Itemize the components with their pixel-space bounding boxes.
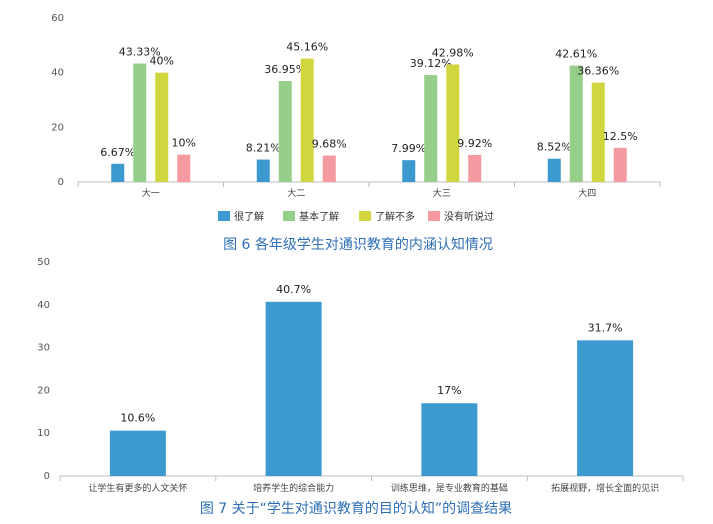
legend-swatch bbox=[283, 211, 295, 221]
category-label: 大四 bbox=[578, 187, 596, 199]
data-label: 36.36% bbox=[577, 65, 619, 78]
category-label: 大二 bbox=[287, 187, 305, 199]
bar bbox=[300, 58, 314, 182]
legend-label: 很了解 bbox=[234, 210, 264, 223]
bar bbox=[133, 63, 147, 182]
y-tick-label: 30 bbox=[37, 343, 50, 354]
data-label: 17% bbox=[437, 384, 461, 397]
bar bbox=[265, 301, 322, 476]
data-label: 40.7% bbox=[276, 283, 311, 296]
category-label: 训练思维，是专业教育的基础 bbox=[391, 482, 508, 494]
y-tick-label: 40 bbox=[37, 300, 50, 311]
data-label: 31.7% bbox=[588, 321, 623, 334]
data-label: 9.92% bbox=[457, 137, 492, 150]
bar bbox=[421, 403, 478, 476]
data-label: 8.21% bbox=[246, 142, 281, 155]
bar bbox=[577, 340, 634, 476]
category-label: 大一 bbox=[142, 187, 160, 199]
bar bbox=[109, 430, 166, 476]
bar bbox=[569, 65, 583, 182]
chart-purpose-cognition: 0 10 20 30 40 50 10.6% 让学生有更多的人文关怀 40.7% 培养学生的综合能… bbox=[37, 257, 684, 517]
data-label: 10% bbox=[172, 137, 196, 150]
bar bbox=[278, 81, 292, 182]
category-label: 拓展视野，增长全面的见识 bbox=[551, 482, 659, 494]
bar bbox=[155, 72, 169, 182]
y-tick-label: 20 bbox=[37, 385, 50, 396]
data-label: 40% bbox=[150, 55, 174, 68]
data-label: 7.99% bbox=[391, 142, 426, 155]
legend-label: 基本了解 bbox=[299, 210, 339, 223]
category-label: 让学生有更多的人文关怀 bbox=[88, 482, 187, 494]
bar bbox=[322, 155, 336, 182]
category-label: 大三 bbox=[433, 187, 451, 199]
bar bbox=[446, 64, 460, 182]
legend-swatch bbox=[428, 211, 440, 221]
y-tick-label: 20 bbox=[51, 122, 64, 133]
data-label: 36.95% bbox=[264, 63, 306, 76]
data-label: 45.16% bbox=[286, 41, 328, 54]
bar bbox=[256, 159, 270, 182]
y-tick-label: 0 bbox=[58, 177, 64, 188]
bar bbox=[591, 82, 605, 182]
data-label: 10.6% bbox=[120, 412, 155, 425]
data-label: 9.68% bbox=[312, 138, 347, 151]
bar bbox=[111, 163, 125, 182]
figure-caption: 图 7 关于“学生对通识教育的目的认知”的调查结果 bbox=[200, 500, 512, 517]
y-tick-label: 0 bbox=[44, 471, 50, 482]
legend-label: 了解不多 bbox=[375, 210, 415, 223]
data-label: 42.98% bbox=[432, 47, 474, 60]
bar bbox=[613, 147, 627, 182]
bar bbox=[468, 154, 482, 182]
y-tick-label: 50 bbox=[37, 257, 50, 268]
bar bbox=[547, 158, 561, 182]
y-tick-label: 60 bbox=[51, 13, 64, 24]
bar bbox=[177, 154, 191, 182]
data-label: 39.12% bbox=[410, 57, 452, 70]
data-label: 6.67% bbox=[100, 146, 135, 159]
legend-swatch bbox=[359, 211, 371, 221]
y-tick-label: 40 bbox=[51, 68, 64, 79]
data-label: 42.61% bbox=[555, 48, 597, 61]
data-label: 12.5% bbox=[603, 130, 638, 143]
y-tick-label: 10 bbox=[37, 428, 50, 439]
legend-swatch bbox=[218, 211, 230, 221]
category-label: 培养学生的综合能力 bbox=[253, 482, 334, 494]
bar bbox=[402, 160, 416, 182]
chart-grade-concept: 0 20 40 60 大一 6.67% 43.33%40% 10% 大二 8.21% 36.95% 4… bbox=[51, 13, 661, 253]
data-label: 8.52% bbox=[537, 141, 572, 154]
data-label: 43.33% bbox=[119, 46, 161, 59]
legend-label: 没有听说过 bbox=[444, 210, 494, 223]
bar bbox=[424, 75, 438, 182]
figure-caption: 图 6 各年级学生对通识教育的内涵认知情况 bbox=[223, 236, 493, 253]
